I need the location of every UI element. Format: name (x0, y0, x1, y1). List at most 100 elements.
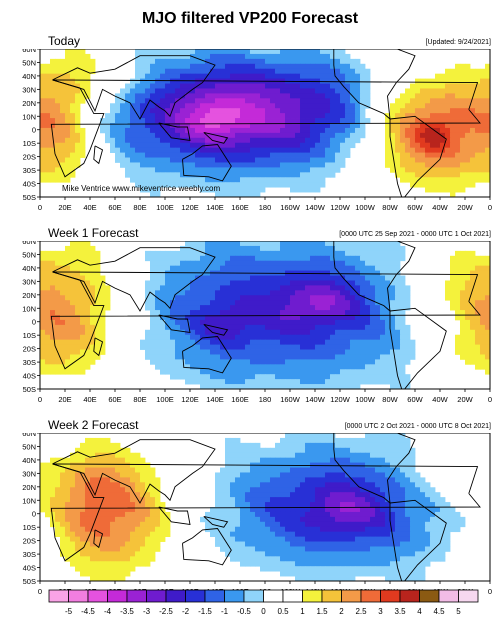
field-cell (205, 157, 211, 163)
field-cell (395, 310, 401, 316)
field-cell (245, 374, 251, 380)
field-cell (360, 492, 366, 498)
field-cell (460, 300, 466, 306)
field-cell (305, 433, 311, 439)
field-cell (290, 63, 296, 70)
field-cell (305, 88, 311, 94)
field-cell (270, 384, 276, 389)
field-cell (90, 344, 96, 350)
field-cell (190, 108, 196, 114)
field-cell (280, 152, 286, 158)
field-cell (290, 329, 296, 336)
field-cell (325, 319, 331, 326)
field-cell (80, 339, 86, 345)
field-cell (315, 295, 321, 301)
field-cell (330, 142, 336, 149)
field-cell (320, 334, 326, 341)
field-cell (360, 334, 366, 341)
field-cell (80, 53, 86, 60)
field-cell (70, 300, 76, 306)
field-cell (170, 118, 176, 124)
field-cell (335, 162, 341, 168)
field-cell (385, 457, 391, 463)
field-cell (185, 310, 191, 316)
field-cell (475, 162, 481, 168)
field-cell (285, 98, 291, 104)
field-cell (45, 310, 51, 316)
field-cell (225, 132, 231, 139)
field-cell (330, 98, 336, 104)
field-cell (250, 300, 256, 306)
field-cell (240, 275, 246, 281)
lat-tick-label: 20N (22, 99, 36, 108)
field-cell (385, 137, 391, 144)
field-cell (295, 457, 301, 463)
field-cell (410, 349, 416, 355)
field-cell (175, 152, 181, 158)
field-cell (150, 270, 156, 276)
field-cell (215, 497, 221, 503)
field-cell (330, 245, 336, 252)
field-cell (115, 127, 121, 134)
field-cell (220, 344, 226, 350)
field-cell (230, 384, 236, 389)
field-cell (390, 467, 396, 473)
field-cell (455, 137, 461, 144)
field-cell (320, 182, 326, 188)
field-cell (95, 467, 101, 473)
field-cell (310, 300, 316, 306)
field-cell (215, 265, 221, 271)
field-cell (195, 108, 201, 114)
field-cell (235, 280, 241, 286)
field-cell (205, 83, 211, 89)
field-cell (265, 68, 271, 75)
field-cell (440, 172, 446, 178)
field-cell (355, 497, 361, 503)
field-cell (85, 492, 91, 498)
field-cell (140, 492, 146, 498)
field-cell (60, 147, 66, 153)
field-cell (245, 142, 251, 149)
field-cell (445, 73, 451, 79)
field-cell (470, 265, 476, 271)
field-cell (465, 167, 471, 173)
field-cell (330, 319, 336, 326)
field-cell (275, 108, 281, 114)
field-cell (330, 447, 336, 454)
field-cell (50, 177, 56, 183)
field-cell (185, 349, 191, 355)
field-cell (395, 457, 401, 463)
field-cell (105, 127, 111, 134)
field-cell (475, 167, 481, 173)
field-cell (290, 152, 296, 158)
field-cell (270, 68, 276, 75)
field-cell (230, 265, 236, 271)
field-cell (75, 113, 81, 119)
field-cell (155, 152, 161, 158)
field-cell (285, 379, 291, 385)
field-cell (475, 275, 481, 281)
field-cell (370, 315, 376, 321)
field-cell (470, 349, 476, 355)
field-cell (255, 103, 261, 109)
field-cell (450, 270, 456, 276)
field-cell (375, 433, 381, 439)
field-cell (75, 452, 81, 459)
field-cell (60, 344, 66, 350)
field-cell (230, 329, 236, 336)
field-cell (190, 58, 196, 65)
field-cell (95, 295, 101, 301)
field-cell (230, 167, 236, 173)
field-cell (380, 379, 386, 385)
field-cell (250, 167, 256, 173)
field-cell (310, 364, 316, 370)
field-cell (65, 492, 71, 498)
field-cell (340, 285, 346, 291)
field-cell (415, 93, 421, 99)
field-cell (195, 379, 201, 385)
field-cell (210, 344, 216, 350)
field-cell (50, 88, 56, 94)
field-cell (165, 285, 171, 291)
field-cell (295, 447, 301, 454)
field-cell (330, 58, 336, 65)
